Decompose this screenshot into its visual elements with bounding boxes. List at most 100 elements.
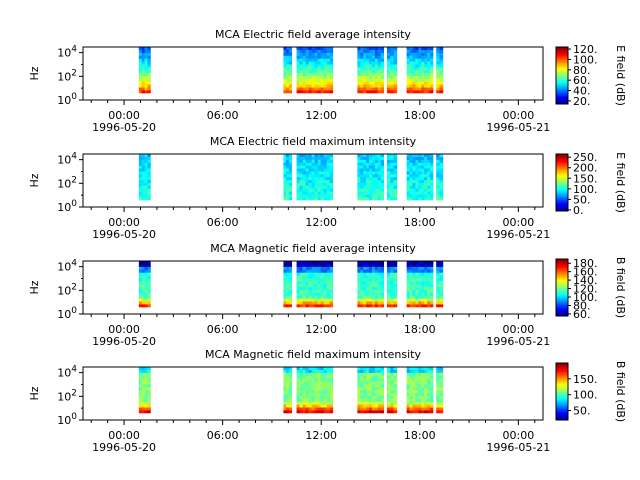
y-tick-label: 100 [57,92,77,107]
colorbar-tick-label: 120. [573,283,598,296]
colorbar: 50. 100. 150. B field (dB) [555,361,627,422]
x-tick-label: 06:00 [207,109,239,122]
x-tick-label: 00:00 [503,216,535,229]
spectrogram-block [296,153,334,201]
colorbar-label: E field (dB) [614,152,627,213]
panel-title: MCA Magnetic field average intensity [210,242,416,255]
spectrogram-block [406,46,434,94]
spectrogram-block [296,366,334,414]
spectrogram-block [283,366,293,414]
panel-title: MCA Electric field average intensity [215,28,411,41]
plot-frame [82,46,544,101]
spectrogram-block [406,153,434,201]
y-tick-label: 104 [57,259,77,274]
colorbar-tick-label: 180. [573,257,598,270]
spectrogram-block [138,260,151,308]
x-tick-label: 12:00 [305,216,337,229]
y-axis-label: Hz [28,66,41,80]
y-axis-label: Hz [28,386,41,400]
colorbar-label: E field (dB) [614,45,627,106]
x-tick-label: 06:00 [207,323,239,336]
spectrogram-block [138,366,151,414]
spectrogram-block [357,46,385,94]
spectrogram-block [138,46,151,94]
y-tick-label: 102 [57,68,77,83]
plot-frame [82,153,544,208]
x-tick-label: 00:00 [503,429,535,442]
y-tick-label: 100 [57,306,77,321]
x-date-label: 1996-05-20 [92,441,156,454]
spectrogram-block [436,153,444,201]
spectrogram-block [138,153,151,201]
colorbar-tick-label: 100. [573,183,598,196]
x-tick-label: 00:00 [108,429,140,442]
spectrogram-block [357,153,385,201]
spectrogram-block [357,260,385,308]
spectrogram-block [283,46,293,94]
spectrogram-block [296,260,334,308]
y-tick-label: 102 [57,388,77,403]
colorbar-tick-label: 0. [573,204,584,217]
y-tick-label: 104 [57,45,77,60]
colorbar-label: B field (dB) [614,361,627,422]
y-axis-label: Hz [28,173,41,187]
colorbar: 20.40.60.80.100.120. E field (dB) [555,43,627,108]
x-tick-label: 06:00 [207,429,239,442]
y-tick-label: 100 [57,412,77,427]
x-tick-label: 18:00 [404,216,436,229]
x-tick-label: 06:00 [207,216,239,229]
colorbar-tick-label: 150. [573,373,598,386]
x-tick-label: 00:00 [503,109,535,122]
colorbar-tick-label: 140. [573,274,598,287]
spectrogram-block [406,366,434,414]
x-date-label: 1996-05-21 [486,121,550,134]
colorbar-label: B field (dB) [614,257,627,318]
spectrogram-block [386,46,398,94]
x-tick-label: 00:00 [108,109,140,122]
spectrogram-block [283,153,293,201]
y-axis-label: Hz [28,280,41,294]
colorbar-tick-label: 60. [573,74,591,87]
colorbar-tick-label: 100. [573,53,598,66]
spectrogram-block [436,366,444,414]
x-tick-label: 00:00 [108,216,140,229]
spectrogram-block [436,260,444,308]
colorbar-tick-label: 120. [573,43,598,56]
panel-2: MCA Electric field maximum intensity 100 1… [28,135,627,241]
panel-1: MCA Electric field average intensity 100 1… [28,28,627,134]
colorbar-tick-label: 80. [573,64,591,77]
y-tick-label: 102 [57,175,77,190]
colorbar: 0.50.100.150.200.250. E field (dB) [555,151,627,217]
colorbar-tick-label: 80. [573,299,591,312]
panel-title: MCA Magnetic field maximum intensity [205,348,421,361]
x-tick-label: 18:00 [404,109,436,122]
spectrogram-block [386,260,398,308]
plot-frame [82,366,544,421]
x-tick-label: 12:00 [305,429,337,442]
x-date-label: 1996-05-21 [486,228,550,241]
panel-4: MCA Magnetic field maximum intensity 100 1… [28,348,627,454]
x-date-label: 1996-05-21 [486,441,550,454]
y-tick-label: 102 [57,282,77,297]
colorbar-tick-label: 40. [573,85,591,98]
colorbar-tick-label: 150. [573,172,598,185]
colorbar-tick-label: 60. [573,308,591,321]
colorbar-tick-label: 20. [573,95,591,108]
x-tick-label: 12:00 [305,109,337,122]
colorbar-tick-label: 160. [573,266,598,279]
x-tick-label: 12:00 [305,323,337,336]
colorbar-tick-label: 50. [573,193,591,206]
panel-title: MCA Electric field maximum intensity [210,135,417,148]
x-date-label: 1996-05-21 [486,335,550,348]
spectrogram-block [406,260,434,308]
x-tick-label: 00:00 [108,323,140,336]
plot-frame [82,260,544,315]
colorbar: 60.80.100.120.140.160.180. B field (dB) [555,257,627,321]
colorbar-tick-label: 50. [573,405,591,418]
x-date-label: 1996-05-20 [92,228,156,241]
colorbar-tick-label: 100. [573,389,598,402]
y-tick-label: 104 [57,365,77,380]
x-tick-label: 00:00 [503,323,535,336]
y-tick-label: 100 [57,199,77,214]
